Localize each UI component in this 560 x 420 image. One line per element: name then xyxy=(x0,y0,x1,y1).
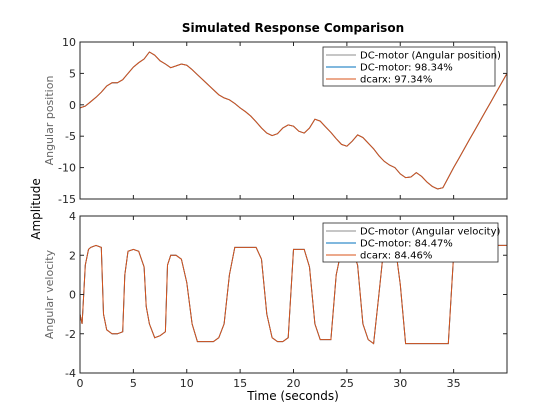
y-tick-label: -2 xyxy=(65,328,76,341)
common-y-label: Amplitude xyxy=(29,178,43,240)
legend: DC-motor (Angular velocity)DC-motor: 84.… xyxy=(322,222,501,263)
x-tick-label: 30 xyxy=(393,377,407,390)
series-line-dcarx-model xyxy=(79,243,507,345)
x-tick-label: 25 xyxy=(340,377,354,390)
x-tick-label: 10 xyxy=(180,377,194,390)
legend-entry: dcarx: 84.46% xyxy=(360,251,432,262)
y-tick-label: -15 xyxy=(58,193,76,206)
y-axis-label: Angular velocity xyxy=(43,249,56,339)
panel-angular-velocity: 0 5 10 15 20 25 30 35 -4 -2 0 2 4 Angular velocity DC-… xyxy=(43,210,508,390)
x-tick-label: 15 xyxy=(233,377,247,390)
x-tick-label: 35 xyxy=(447,377,461,390)
x-tick-label: 5 xyxy=(130,377,137,390)
y-tick-label: 0 xyxy=(69,99,76,112)
y-tick-label: 0 xyxy=(69,289,76,302)
panel-angular-position: -15 -10 -5 0 5 10 Angular position DC-motor (An… xyxy=(43,36,508,206)
series-line-dcarx-model xyxy=(79,51,508,190)
legend-entry: DC-motor: 98.34% xyxy=(360,63,453,74)
chart-title: Simulated Response Comparison xyxy=(182,21,404,35)
legend-entry: dcarx: 97.34% xyxy=(360,75,432,86)
y-tick-label: -4 xyxy=(65,367,76,380)
y-tick-label: 5 xyxy=(69,67,76,80)
y-tick-label: 4 xyxy=(69,210,76,223)
legend-entry: DC-motor (Angular position) xyxy=(360,51,501,62)
y-tick-label: -10 xyxy=(58,162,76,175)
y-tick-label: -5 xyxy=(65,130,76,143)
y-tick-label: 10 xyxy=(62,36,76,49)
x-tick-label: 20 xyxy=(287,377,301,390)
legend: DC-motor (Angular position)DC-motor: 98.… xyxy=(322,46,501,87)
x-axis-label: Time (seconds) xyxy=(246,389,339,403)
y-axis-label: Angular position xyxy=(43,76,56,166)
x-tick-label: 0 xyxy=(77,377,84,390)
legend-entry: DC-motor: 84.47% xyxy=(360,239,453,250)
legend-entry: DC-motor (Angular velocity) xyxy=(360,227,501,238)
y-tick-label: 2 xyxy=(69,249,76,262)
